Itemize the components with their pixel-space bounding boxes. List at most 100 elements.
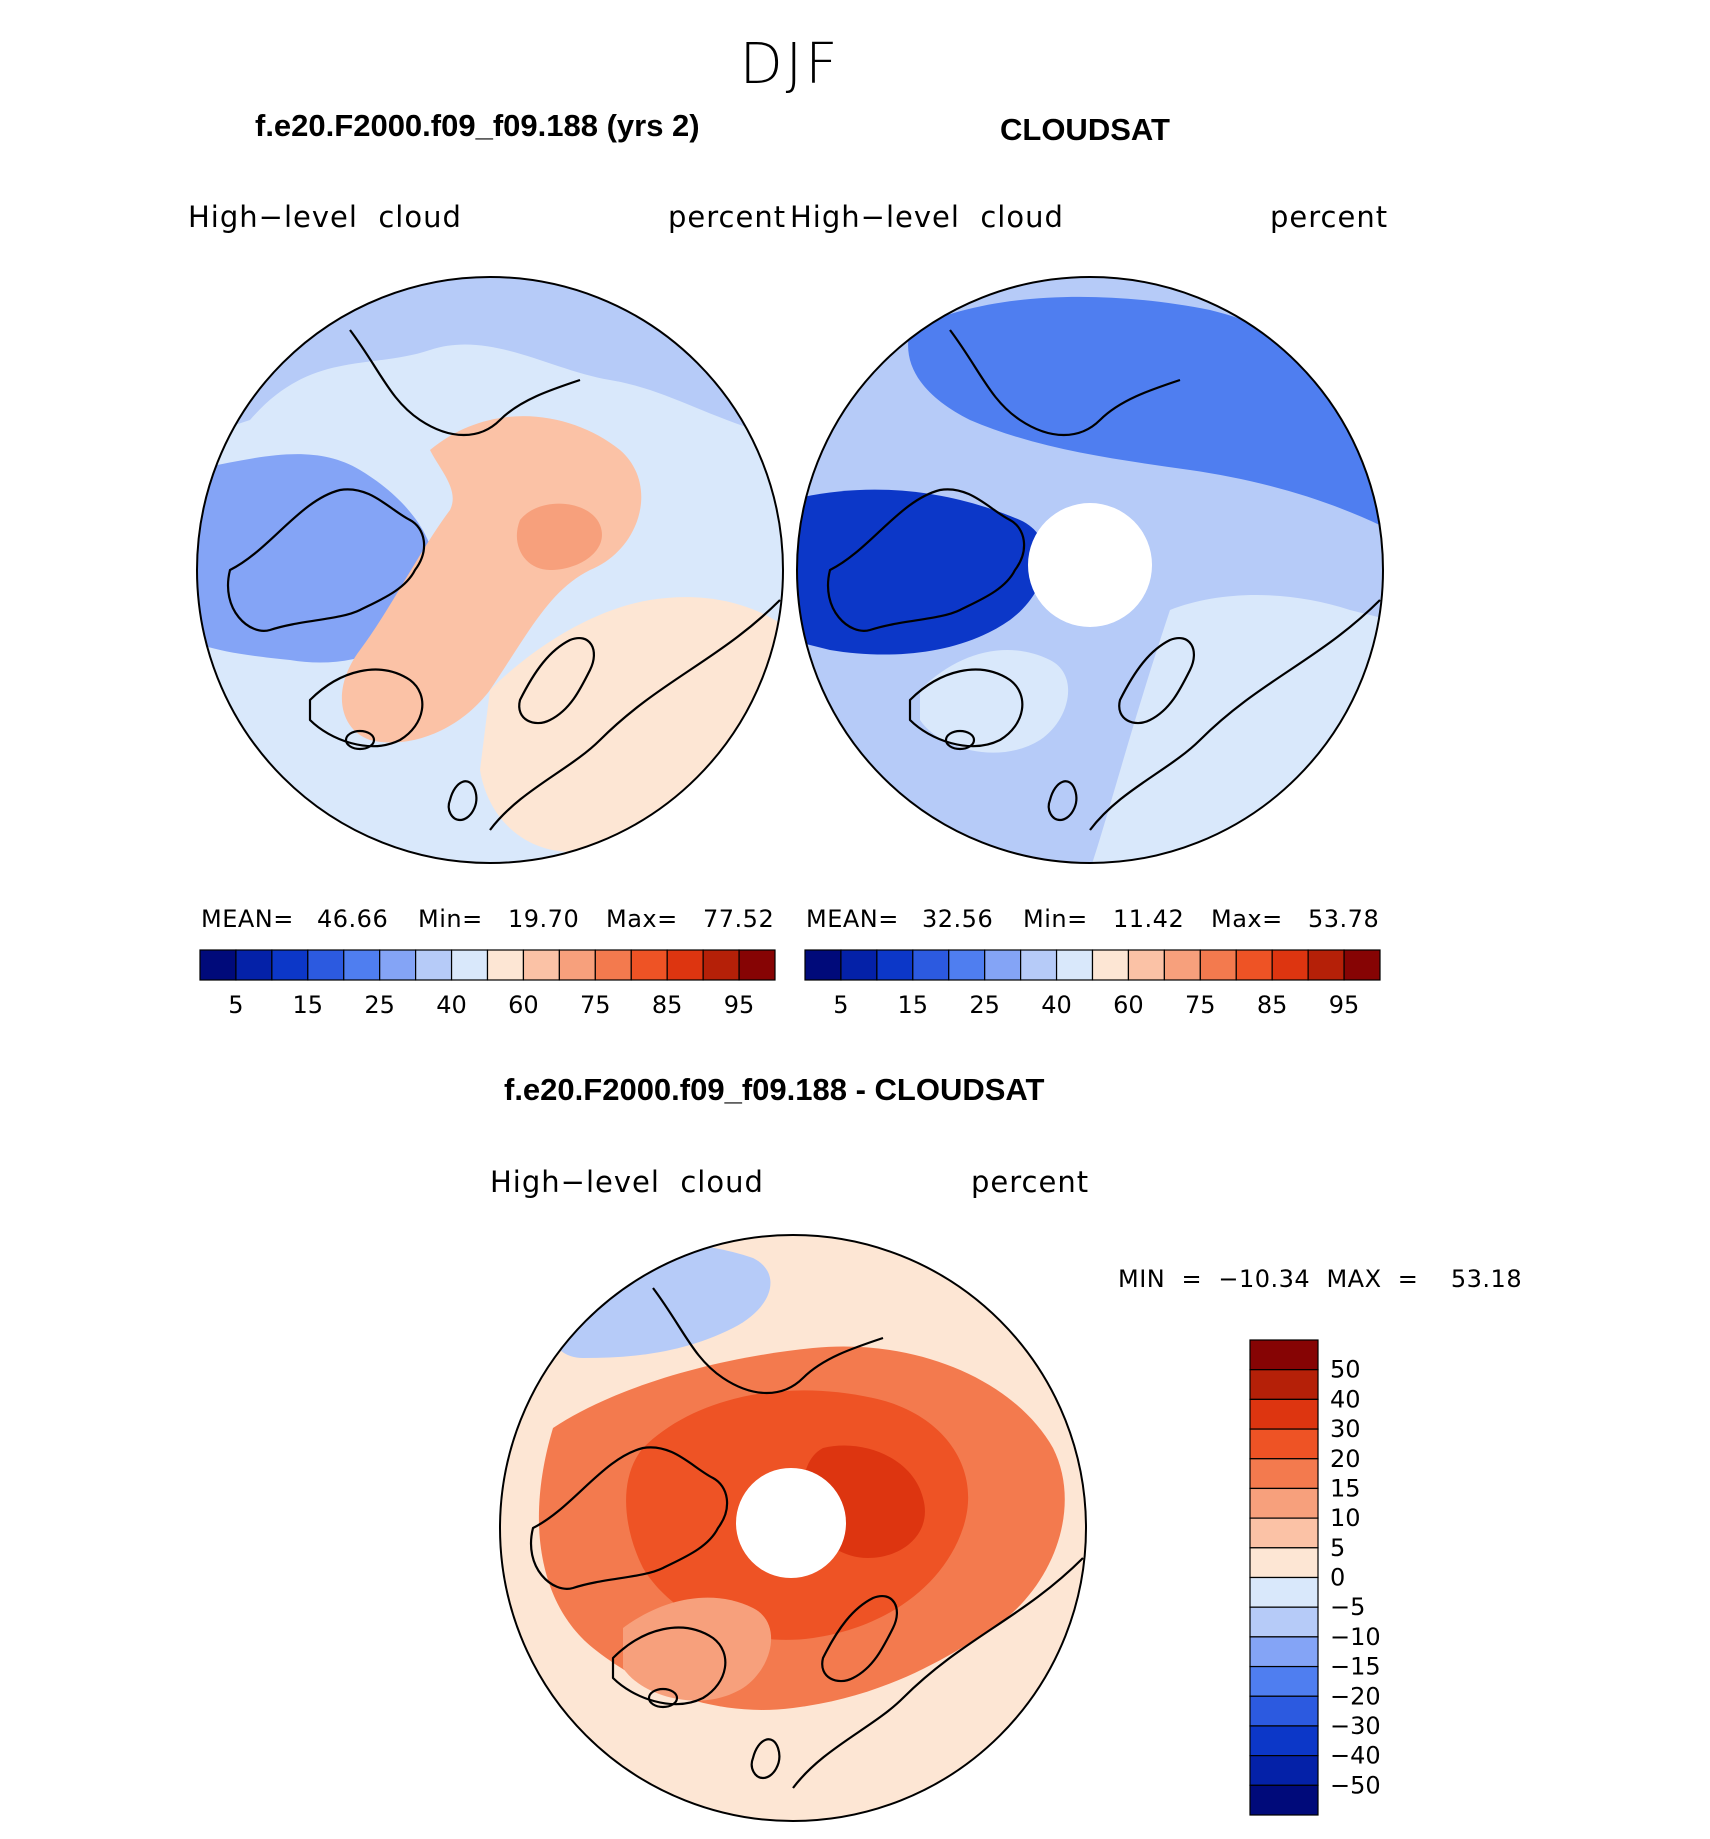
diff-colorbar-tick-8: −5 [1330, 1593, 1365, 1621]
diff-colorbar-tick-3: 20 [1330, 1445, 1361, 1473]
obs-colorbar-box-13 [1271, 949, 1309, 981]
season-title: DJF [739, 32, 841, 97]
diff-polar-map [499, 1234, 1087, 1822]
model-field-arctic [341, 416, 642, 743]
obs-variable-label: High−level cloud [790, 200, 1064, 234]
obs-units-label: percent [1270, 200, 1389, 234]
model-max-label: Max= [606, 905, 678, 933]
model-coastline-iceland [344, 729, 376, 751]
obs-colorbar-tick-0: 5 [833, 991, 848, 1019]
diff-colorbar-tick-12: −30 [1330, 1712, 1380, 1740]
obs-colorbar-box-15 [1343, 949, 1381, 981]
obs-colorbar-tick-4: 60 [1113, 991, 1144, 1019]
diff-coastline-alaska [652, 1287, 884, 1395]
model-colorbar-tick-0: 5 [228, 991, 243, 1019]
diff-colorbar-box-1 [1249, 1369, 1319, 1400]
model-min-value: 19.70 [508, 905, 580, 933]
model-colorbar: 5 15 25 40 60 75 85 95 [199, 949, 776, 1019]
diff-colorbar-box-6 [1249, 1517, 1319, 1549]
model-coastline-greenland [308, 668, 424, 748]
diff-variable-label: High−level cloud [490, 1165, 764, 1199]
diff-colorbar-box-5 [1249, 1487, 1319, 1519]
model-colorbar-box-12 [630, 949, 668, 981]
obs-coastline-scandinavia [1118, 637, 1195, 725]
obs-colorbar-tick-6: 85 [1257, 991, 1288, 1019]
model-colorbar-tick-7: 95 [724, 991, 755, 1019]
diff-colorbar-box-10 [1249, 1636, 1319, 1668]
model-colorbar-box-9 [522, 949, 560, 981]
diff-colorbar-box-12 [1249, 1695, 1319, 1727]
obs-mean-label: MEAN= [806, 905, 899, 933]
obs-min-value: 11.42 [1113, 905, 1185, 933]
diff-colorbar-tick-7: 0 [1330, 1564, 1345, 1592]
obs-colorbar-box-12 [1235, 949, 1273, 981]
diff-coastline-scandinavia [821, 1595, 898, 1683]
diff-pole-hole [736, 1468, 846, 1578]
obs-colorbar-box-14 [1307, 949, 1345, 981]
obs-colorbar-box-11 [1199, 949, 1237, 981]
model-colorbar-box-10 [558, 949, 596, 981]
diff-colorbar-box-14 [1249, 1755, 1319, 1786]
obs-colorbar-box-4 [948, 949, 986, 981]
obs-panel-title: CLOUDSAT [1000, 112, 1170, 147]
diff-colorbar-tick-1: 40 [1330, 1385, 1361, 1413]
diff-colorbar-tick-13: −40 [1330, 1742, 1380, 1770]
obs-coastline-uk [1047, 780, 1078, 822]
obs-colorbar-box-9 [1127, 949, 1165, 981]
obs-coastline-eurasia [1089, 599, 1381, 831]
diff-coastline-greenland [611, 1626, 727, 1706]
diff-colorbar-box-7 [1249, 1547, 1319, 1579]
model-colorbar-box-5 [379, 949, 417, 981]
model-max-value: 77.52 [703, 905, 775, 933]
model-colorbar-box-1 [235, 949, 273, 981]
obs-colorbar-tick-2: 25 [969, 991, 1000, 1019]
diff-coastline-iceland [647, 1687, 679, 1709]
obs-min-label: Min= [1023, 905, 1088, 933]
model-colorbar-tick-4: 60 [508, 991, 539, 1019]
diff-colorbar-box-2 [1249, 1398, 1319, 1430]
diff-colorbar-box-11 [1249, 1665, 1319, 1697]
model-colorbar-tick-2: 25 [364, 991, 395, 1019]
diff-coastline-eurasia [792, 1557, 1084, 1789]
diff-colorbar-box-4 [1249, 1458, 1319, 1490]
model-coastline-eurasia [489, 599, 781, 831]
diff-colorbar-box-13 [1249, 1725, 1319, 1757]
diff-colorbar-tick-4: 15 [1330, 1474, 1361, 1502]
obs-max-label: Max= [1211, 905, 1283, 933]
model-coastline-uk [447, 780, 478, 822]
diff-units-label: percent [971, 1165, 1090, 1199]
model-field-barents [516, 503, 602, 570]
diff-colorbar-box-15 [1249, 1784, 1319, 1816]
obs-coastline-greenland [908, 668, 1024, 748]
model-coastline-north-america [227, 488, 426, 632]
obs-coastline-north-america [827, 488, 1026, 632]
obs-field-canada [797, 489, 1046, 655]
model-colorbar-tick-6: 85 [652, 991, 683, 1019]
obs-colorbar-box-7 [1055, 949, 1094, 981]
model-colorbar-box-0 [199, 949, 237, 981]
obs-mean-value: 32.56 [922, 905, 994, 933]
obs-field-pacific [908, 296, 1383, 530]
model-colorbar-tick-5: 75 [580, 991, 611, 1019]
model-colorbar-box-14 [702, 949, 740, 981]
model-colorbar-tick-1: 15 [293, 991, 324, 1019]
obs-colorbar-box-3 [912, 949, 950, 981]
diff-colorbar-box-3 [1249, 1428, 1319, 1460]
diff-colorbar-tick-11: −20 [1330, 1682, 1380, 1710]
model-coastline-scandinavia [518, 637, 595, 725]
model-colorbar-box-8 [486, 949, 525, 981]
obs-coastline-alaska [949, 329, 1181, 437]
obs-colorbar-tick-5: 75 [1185, 991, 1216, 1019]
obs-colorbar: 5 15 25 40 60 75 85 95 [804, 949, 1381, 1019]
diff-colorbar-tick-14: −50 [1330, 1771, 1380, 1799]
model-mean-label: MEAN= [201, 905, 294, 933]
model-colorbar-box-7 [450, 949, 489, 981]
obs-max-value: 53.78 [1308, 905, 1380, 933]
diff-min-max: MIN = −10.34 MAX = 53.18 [1118, 1265, 1523, 1293]
obs-colorbar-box-1 [840, 949, 878, 981]
obs-field-greenland [920, 650, 1069, 753]
diff-coastline-uk [750, 1738, 781, 1780]
model-colorbar-box-13 [666, 949, 704, 981]
diff-panel-title: f.e20.F2000.f09_f09.188 - CLOUDSAT [504, 1072, 1045, 1107]
